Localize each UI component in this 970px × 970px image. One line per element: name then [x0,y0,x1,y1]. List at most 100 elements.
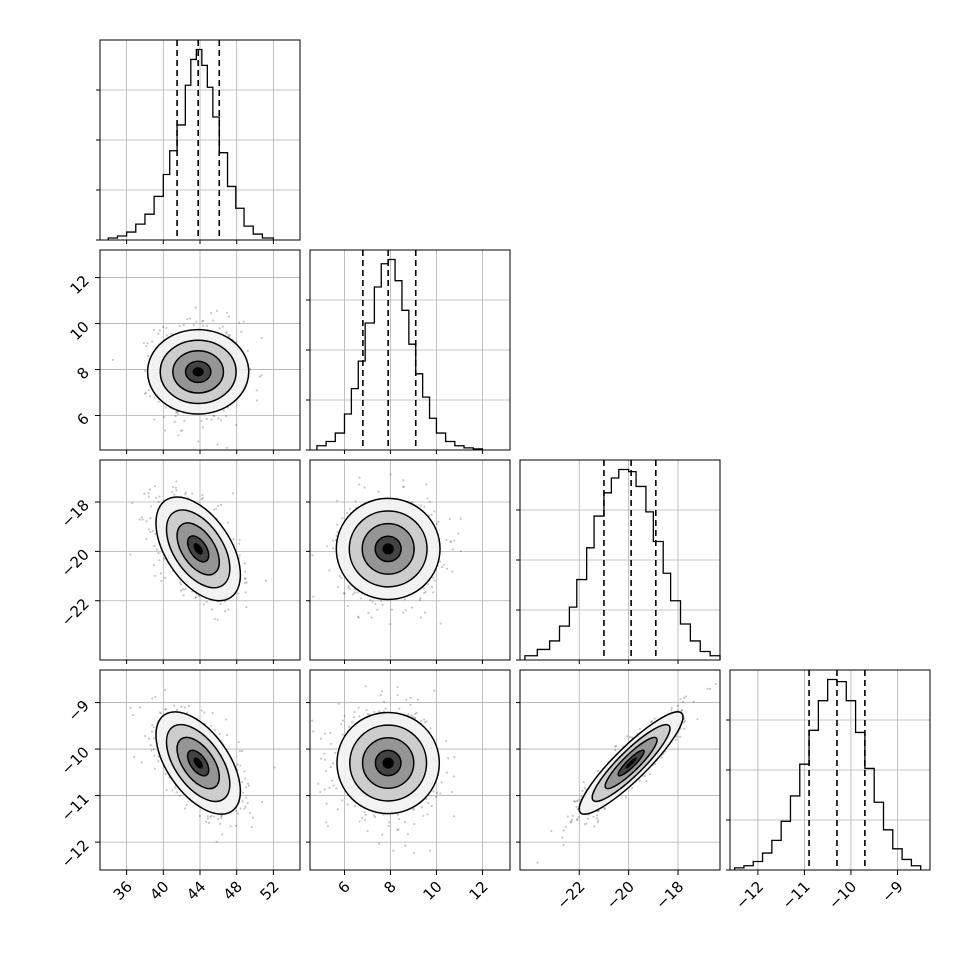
scatter-point [428,500,431,504]
scatter-point [237,592,240,595]
scatter-point [258,375,261,378]
scatter-point [353,591,356,594]
scatter-point [219,419,223,422]
scatter-point [147,388,150,391]
scatter-point [404,820,407,824]
scatter-point [423,611,427,614]
scatter-point [451,548,454,551]
scatter-point [219,602,222,605]
scatter-point [246,782,250,785]
scatter-point [597,809,600,813]
scatter-point [348,507,352,510]
scatter-point [152,328,155,332]
scatter-point [215,309,219,312]
scatter-point [240,330,243,333]
panel-inner-0-3 [100,670,300,870]
scatter-point [433,689,436,692]
y-tick-label-2-2: −18 [58,496,93,531]
scatter-point [678,735,682,739]
scatter-point [593,825,596,828]
scatter-point [171,490,174,494]
scatter-point [246,349,249,352]
panel-frame-2-3 [519,669,721,871]
scatter-point [261,800,264,803]
scatter-point [445,771,448,774]
scatter-point [184,493,187,496]
scatter-point [237,321,241,324]
x-tick-label-0-3: 48 [220,878,246,904]
scatter-point [325,802,328,805]
scatter-point [151,697,154,700]
scatter-point [352,593,355,596]
scatter-point [216,618,219,621]
scatter-point [412,807,415,810]
scatter-point [550,829,553,833]
scatter-point [186,468,188,470]
scatter-point [683,717,686,721]
scatter-point [201,426,204,429]
scatter-point [577,816,580,819]
density-panel-0-3 [99,669,301,871]
scatter-point [418,598,421,601]
scatter-point [319,790,322,794]
scatter-point [576,807,579,811]
scatter-point [388,821,391,824]
histogram-3 [734,678,922,870]
scatter-point [452,775,456,778]
scatter-point [329,765,332,769]
scatter-point [328,569,331,572]
scatter-point [341,733,344,736]
scatter-point [348,725,351,728]
scatter-point [709,687,712,690]
scatter-point [346,604,349,607]
scatter-point [234,824,238,828]
scatter-point [194,596,197,600]
scatter-point [303,786,305,788]
scatter-point [365,708,368,711]
contour-core-0-3 [193,757,203,769]
scatter-point [432,591,435,594]
scatter-point [329,731,332,735]
scatter-point [442,563,446,566]
scatter-point [227,333,230,336]
scatter-point [146,342,149,345]
scatter-point [131,501,134,505]
scatter-point [358,820,361,823]
scatter-point [575,805,578,808]
scatter-point [149,744,153,747]
scatter-point [371,600,374,603]
y-tick-label-3-0: −12 [58,836,93,871]
scatter-point [340,576,343,579]
scatter-point [389,622,392,626]
scatter-point [157,755,160,758]
x-tick-label-0-4: 52 [256,878,282,904]
scatter-point [422,718,426,721]
scatter-point [179,589,183,592]
scatter-point [219,503,223,507]
scatter-point [213,617,216,621]
scatter-point [206,817,209,820]
scatter-point [422,814,425,817]
scatter-point [403,598,406,601]
scatter-point [227,521,230,524]
scatter-point [448,517,451,521]
scatter-point [213,414,216,417]
scatter-point [583,823,586,826]
scatter-point [208,821,211,824]
scatter-point [157,400,160,403]
scatter-point [420,720,423,723]
scatter-point [336,808,339,811]
scatter-point [224,609,227,613]
scatter-point [415,711,418,714]
scatter-point [439,622,442,625]
scatter-point [232,537,235,541]
scatter-point [218,732,221,735]
scatter-point [244,805,247,808]
scatter-point [414,712,417,715]
scatter-point [338,574,341,578]
scatter-point [140,761,143,764]
scatter-point [363,818,367,822]
scatter-point [381,603,384,607]
scatter-point [217,417,220,420]
scatter-point [374,603,377,606]
